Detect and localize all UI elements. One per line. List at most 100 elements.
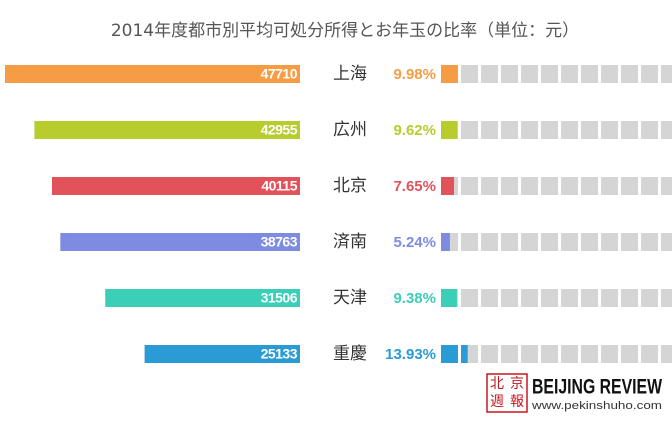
bar [144, 345, 300, 363]
cell [521, 289, 538, 307]
cell [621, 65, 638, 83]
category-label: 上海 [333, 64, 367, 84]
cell [621, 177, 638, 195]
cell [641, 345, 658, 363]
logo-name: BEIJING REVIEW [532, 376, 662, 399]
ratio-fill [441, 289, 457, 307]
bar [60, 233, 301, 251]
logo: 北 京 週 報 BEIJING REVIEW www.pekinshuho.co… [486, 373, 662, 413]
cell [541, 345, 558, 363]
logo-char: 報 [510, 394, 524, 410]
cell [501, 345, 518, 363]
cell [481, 121, 498, 139]
category-label: 広州 [333, 120, 367, 140]
cell [521, 65, 538, 83]
ratio-fill [441, 65, 458, 83]
cell [521, 233, 538, 251]
value-label: 38763 [261, 234, 298, 250]
cell [461, 121, 478, 139]
bar [105, 289, 300, 307]
ratio-fill [461, 345, 468, 363]
value-label: 31506 [261, 290, 298, 306]
ratio-fill [441, 121, 458, 139]
cell [581, 233, 598, 251]
ratio-label: 9.38% [393, 290, 436, 307]
cell [641, 121, 658, 139]
ratio-label: 7.65% [393, 178, 436, 195]
cell [621, 345, 638, 363]
chart-title: 2014年度都市別平均可処分所得とお年玉の比率（単位：元） [111, 21, 579, 41]
cell [661, 233, 672, 251]
cell [481, 289, 498, 307]
category-label: 天津 [333, 288, 367, 308]
cell [601, 289, 618, 307]
cell [621, 289, 638, 307]
cell [481, 177, 498, 195]
cell [661, 289, 672, 307]
cell [561, 233, 578, 251]
logo-url: www.pekinshuho.com [531, 400, 662, 412]
category-label: 北京 [333, 176, 367, 196]
cell [601, 177, 618, 195]
cell [461, 233, 478, 251]
cell [521, 345, 538, 363]
cell [581, 345, 598, 363]
value-label: 47710 [261, 66, 298, 82]
cell [641, 65, 658, 83]
ratio-fill [441, 177, 455, 195]
cell [541, 289, 558, 307]
cell [561, 177, 578, 195]
value-label: 42955 [261, 122, 298, 138]
cell [661, 177, 672, 195]
cell [501, 289, 518, 307]
cell [461, 177, 478, 195]
ratio-label: 13.93% [385, 346, 436, 363]
cell [541, 65, 558, 83]
cell [501, 233, 518, 251]
cell [481, 65, 498, 83]
ratio-fill [441, 233, 450, 251]
cell [601, 233, 618, 251]
cell [601, 345, 618, 363]
cell [501, 121, 518, 139]
cell [541, 233, 558, 251]
cell [481, 233, 498, 251]
ratio-label: 9.62% [393, 122, 436, 139]
ratio-label: 5.24% [393, 234, 436, 251]
cell [581, 121, 598, 139]
cell [461, 289, 478, 307]
bar [5, 65, 300, 83]
cell [661, 121, 672, 139]
cell [561, 289, 578, 307]
cell [641, 289, 658, 307]
cell [521, 121, 538, 139]
cell [541, 177, 558, 195]
cell [581, 289, 598, 307]
cell [601, 65, 618, 83]
logo-box [486, 373, 528, 413]
category-label: 済南 [333, 232, 367, 252]
value-label: 25133 [261, 346, 298, 362]
logo-char: 週 [490, 394, 504, 410]
cell [501, 177, 518, 195]
cell [521, 177, 538, 195]
cell [461, 65, 478, 83]
category-label: 重慶 [333, 344, 367, 364]
ratio-label: 9.98% [393, 66, 436, 83]
cell [561, 345, 578, 363]
value-label: 40115 [261, 178, 297, 194]
cell [561, 121, 578, 139]
cell [501, 65, 518, 83]
logo-char: 北 [490, 376, 504, 392]
cell [481, 345, 498, 363]
cell [561, 65, 578, 83]
cell [661, 65, 672, 83]
cell [661, 345, 672, 363]
cell [541, 121, 558, 139]
cell [581, 177, 598, 195]
cell [581, 65, 598, 83]
logo-char: 京 [510, 376, 524, 392]
cell [641, 233, 658, 251]
bar [51, 177, 300, 195]
